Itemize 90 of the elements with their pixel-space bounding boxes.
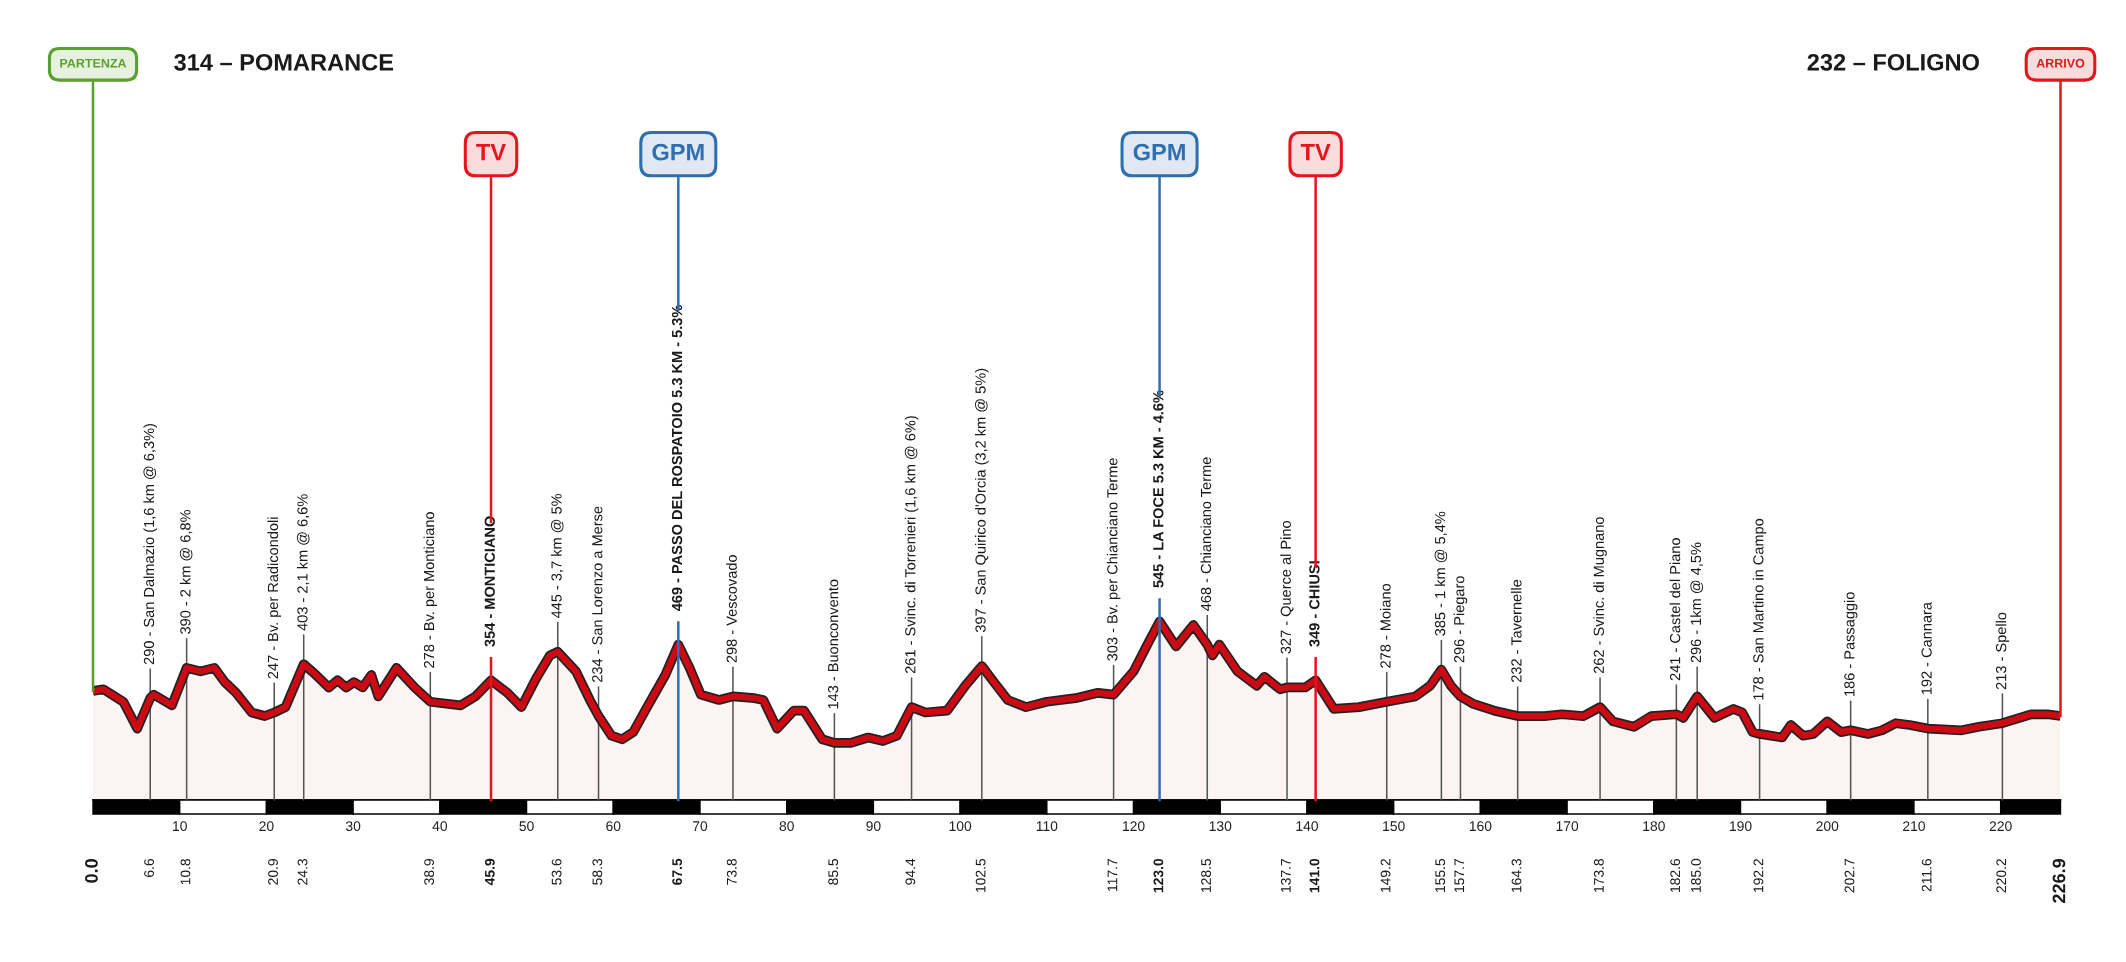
- x2-tick-label: 141.0: [1309, 858, 1320, 893]
- x-tick-label: 190: [1730, 821, 1752, 832]
- annotation: 278 - Moiano: [1379, 583, 1391, 668]
- annotation: 143 - Buonconvento: [827, 579, 839, 709]
- x-tick-label: 120: [1123, 821, 1145, 832]
- annotation: 354 - MONTICIANO: [484, 516, 495, 647]
- annotation: 247 - Bv. per Radicondoli: [267, 517, 282, 679]
- annotation: 278 - Bv. per Monticiano: [423, 512, 438, 668]
- x-tick-label: 40: [432, 821, 448, 832]
- x2-tick-label: 137.7: [1280, 859, 1291, 893]
- x2-tick-label: 155.5: [1435, 858, 1446, 893]
- x2-tick-label: 73.8: [726, 858, 737, 885]
- text: 232 – FOLIGNO: [1807, 53, 1979, 71]
- annotation: 303 - Bv. per Chianciano Terme: [1106, 458, 1121, 661]
- x-tick-label: 180: [1643, 821, 1665, 832]
- x-tick-label: 70: [692, 821, 708, 832]
- text: 314 – POMARANCE: [174, 53, 394, 71]
- x2-tick-label: 164.3: [1511, 858, 1522, 893]
- annotation: 296 - Piegaro: [1453, 576, 1468, 663]
- annotation: 397 - San Quirico d'Orcia (3,2 km @ 5%): [975, 368, 989, 633]
- annotation: 296 - 1km @ 4,5%: [1690, 542, 1703, 663]
- annotation: 385 - 1 km @ 5,4%: [1434, 511, 1448, 636]
- annotation: 469 - PASSO DEL ROSPATOIO 5.3 KM - 5.3%: [671, 305, 683, 612]
- annotation: 232 - Tavernelle: [1510, 579, 1522, 682]
- ref-line-label: ARRIVO: [2036, 58, 2085, 68]
- x2-tick-label: 67.5: [672, 858, 683, 885]
- annotation: 349 - CHIUSI: [1309, 561, 1320, 647]
- ref-line-label: GPM: [1133, 143, 1185, 161]
- x-tick-label: 130: [1209, 821, 1232, 832]
- x2-tick-label: 94.4: [905, 858, 916, 885]
- annotation: 390 - 2 km @ 6,8%: [179, 509, 193, 634]
- x-tick-label: 60: [606, 821, 621, 832]
- x2-tick-label: 24.3: [297, 858, 308, 885]
- x-tick-label: 90: [866, 821, 881, 832]
- x-tick-label: 80: [779, 821, 794, 832]
- x2-tick-label: 211.6: [1921, 858, 1932, 892]
- x-tick-label: 150: [1383, 821, 1405, 832]
- x-tick-label: 50: [519, 821, 534, 832]
- x2-tick-label: 220.2: [1996, 859, 2007, 893]
- x2-tick-label: 53.6: [551, 858, 562, 885]
- x2-tick-label: 0.0: [85, 859, 98, 883]
- x2-tick-label: 173.8: [1593, 858, 1604, 893]
- x2-tick-label: 149.2: [1380, 859, 1391, 893]
- x2-tick-label: 182.6: [1670, 858, 1681, 893]
- x2-tick-label: 10.8: [180, 858, 191, 885]
- x-tick-label: 110: [1036, 821, 1058, 832]
- x2-tick-label: 20.9: [268, 858, 278, 885]
- annotation: 290 - San Dalmazio (1,6 km @ 6,3%): [143, 424, 158, 665]
- annotation: 261 - Svinc. di Torrenieri (1,6 km @ 6%): [904, 416, 919, 674]
- ref-line-label: TV: [476, 144, 506, 161]
- ref-line-label: PARTENZA: [60, 58, 127, 68]
- x2-tick-label: 157.7: [1454, 859, 1465, 893]
- x2-tick-label: 58.3: [592, 858, 603, 885]
- x2-tick-label: 45.9: [484, 858, 495, 886]
- x-tick-label: 160: [1469, 821, 1492, 832]
- x2-tick-label: 117.7: [1107, 859, 1118, 891]
- annotation: 445 - 3,7 km @ 5%: [550, 493, 564, 619]
- annotation: 468 - Chianciano Terme: [1200, 457, 1212, 611]
- annotation: 213 - Spello: [1995, 612, 2010, 690]
- annotation: 403 - 2,1 km @ 6,6%: [296, 494, 310, 631]
- x2-tick-label: 128.5: [1201, 858, 1211, 893]
- x-tick-label: 200: [1816, 821, 1839, 832]
- x2-tick-label: 6.6: [144, 858, 154, 877]
- x-tick-label: 100: [949, 821, 972, 832]
- x2-tick-label: 202.7: [1844, 859, 1855, 893]
- annotation: 186 - Passaggio: [1843, 592, 1858, 696]
- annotation: 327 - Querce al Pino: [1280, 521, 1294, 654]
- annotation: 262 - Svinc. di Mugnano: [1593, 517, 1607, 674]
- x2-tick-label: 226.9: [2052, 859, 2066, 903]
- x-tick-label: 10: [173, 821, 187, 832]
- ref-line-label: GPM: [652, 143, 704, 161]
- ref-line-label: TV: [1300, 144, 1331, 161]
- x2-tick-label: 102.5: [975, 858, 986, 893]
- x-tick-label: 140: [1296, 821, 1319, 832]
- x-tick-label: 30: [345, 821, 361, 832]
- x2-tick-label: 192.2: [1753, 859, 1764, 893]
- x2-tick-label: 123.0: [1153, 858, 1164, 893]
- annotation: 298 - Vescovado: [726, 555, 737, 663]
- x-tick-label: 20: [259, 821, 274, 832]
- x2-tick-label: 38.9: [424, 858, 435, 885]
- x2-tick-label: 85.5: [828, 858, 839, 885]
- annotation: 234 - San Lorenzo a Merse: [592, 506, 603, 682]
- annotation: 241 - Castel del Piano: [1669, 538, 1681, 681]
- x-tick-label: 210: [1903, 821, 1925, 832]
- x-tick-label: 170: [1556, 821, 1579, 832]
- x-tick-label: 220: [1989, 821, 2012, 832]
- x2-tick-label: 185.0: [1691, 858, 1701, 893]
- annotation: 192 - Cannara: [1921, 602, 1932, 695]
- annotation: 545 - LA FOCE 5.3 KM - 4.6%: [1153, 390, 1164, 588]
- annotation: 178 - San Martino in Campo: [1752, 518, 1767, 700]
